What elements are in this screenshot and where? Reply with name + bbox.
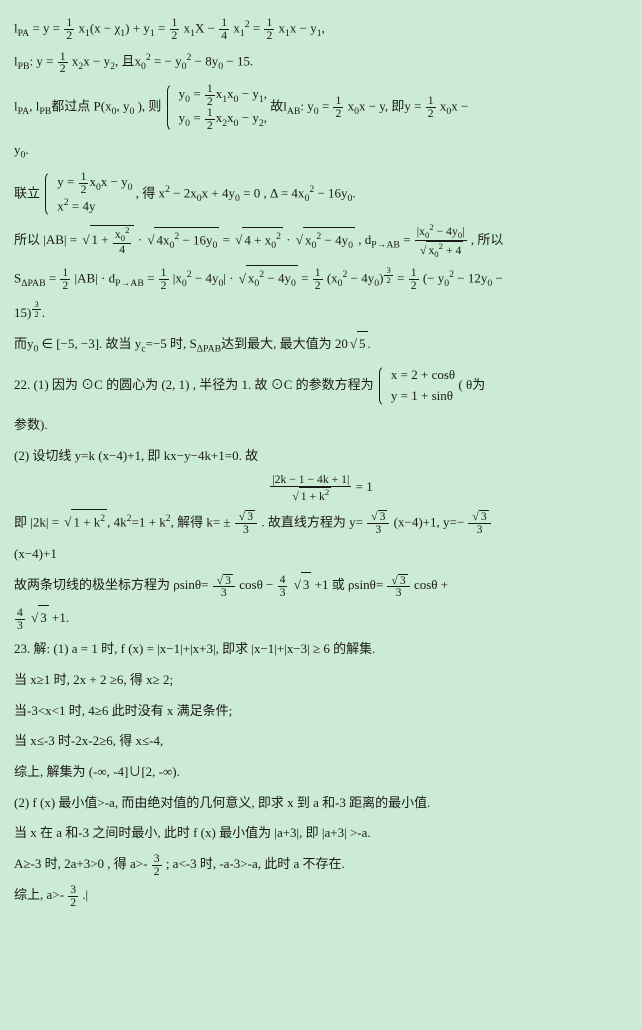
eq-line-2: lPB: y = 12 x2x − y2, 且x02 = − y02 − 8y0… — [14, 49, 628, 76]
eq-line-1: lPA = y = 12 x1(x − χ1) + y1 = 12 x1X − … — [14, 16, 628, 43]
eq-line-8: 15)32. — [14, 300, 628, 326]
text-line-22: 综上, 解集为 (-∞, -4]∪[2, -∞). — [14, 760, 628, 785]
eq-line-9: 而y0 ∈ [−5, −3]. 故当 yc=−5 时, SΔPAB达到最大, 最… — [14, 331, 628, 359]
eq-line-5: 联立 y = 12x0x − y0 x2 = 4y , 得 x2 − 2x0x … — [14, 171, 628, 218]
eq-line-7: SΔPAB = 12 |AB| · dP→AB = 12 |x02 − 4y0|… — [14, 265, 628, 293]
eq-line-13: |2k − 1 − 4k + 1|1 + k2 = 1 — [14, 474, 628, 502]
eq-line-25: A≥-3 时, 2a+3>0 , 得 a>- 32 ; a<-3 时, -a-3… — [14, 852, 628, 877]
eq-line-3: lPA, lPB都过点 P(x0, y0 ), 则 y0 = 12x1x0 − … — [14, 83, 628, 132]
text-line-19: 当 x≥1 时, 2x + 2 ≥6, 得 x≥ 2; — [14, 668, 628, 693]
eq-line-26: 综上, a>- 32 .| — [14, 883, 628, 908]
text-line-24: 当 x 在 a 和-3 之间时最小, 此时 f (x) 最小值为 |a+3|, … — [14, 821, 628, 846]
text-line-23: (2) f (x) 最小值>-a, 而由绝对值的几何意义, 即求 x 到 a 和… — [14, 791, 628, 816]
brace-param: x = 2 + cosθ y = 1 + sinθ — [377, 365, 455, 407]
text-line-18: 23. 解: (1) a = 1 时, f (x) = |x−1|+|x+3|,… — [14, 637, 628, 662]
brace-system-1: y0 = 12x1x0 − y1, y0 = 12x2x0 − y2, — [165, 83, 267, 132]
eq-line-6: 所以 |AB| = 1 + x024 · 4x02 − 16y0 = 4 + x… — [14, 223, 628, 259]
eq-line-17: 43 3 +1. — [14, 605, 628, 631]
text-line-12: (2) 设切线 y=k (x−4)+1, 即 kx−y−4k+1=0. 故 — [14, 444, 628, 469]
text-line-15: (x−4)+1 — [14, 542, 628, 567]
text-line-21: 当 x≤-3 时-2x-2≥6, 得 x≤-4, — [14, 729, 628, 754]
math-document: lPA = y = 12 x1(x − χ1) + y1 = 12 x1X − … — [0, 0, 642, 925]
text-line-11: 参数). — [14, 413, 628, 438]
eq-line-14: 即 |2k| = 1 + k2, 4k2=1 + k2, 解得 k= ± 33 … — [14, 509, 628, 536]
brace-system-2: y = 12x0x − y0 x2 = 4y — [43, 171, 132, 218]
problem-22-1: 22. (1) 因为 ⊙C 的圆心为 (2, 1) , 半径为 1. 故 ⊙C … — [14, 365, 628, 407]
eq-line-4: y0. — [14, 138, 628, 165]
eq-line-16: 故两条切线的极坐标方程为 ρsinθ= 33 cosθ − 43 3 +1 或 … — [14, 572, 628, 599]
text-line-20: 当-3<x<1 时, 4≥6 此时没有 x 满足条件; — [14, 699, 628, 724]
